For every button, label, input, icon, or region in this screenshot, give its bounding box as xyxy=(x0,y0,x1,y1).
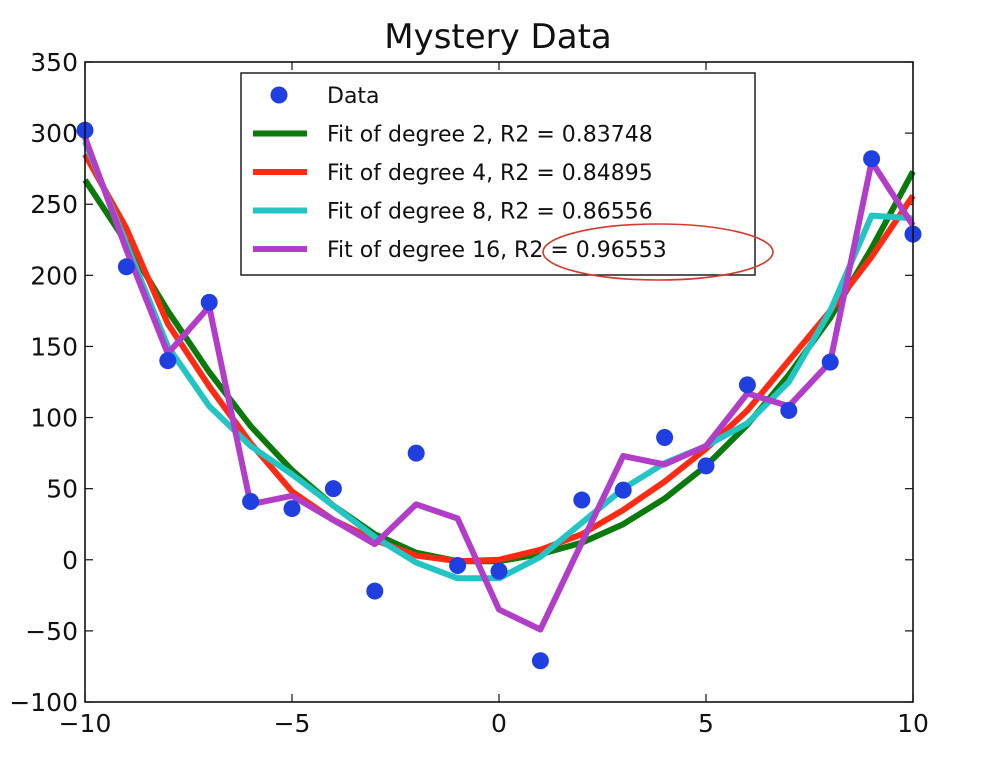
x-axis: −10 −5 0 5 10 xyxy=(59,62,929,738)
data-point xyxy=(407,444,425,462)
y-axis: −100 −50 0 50 100 150 200 250 300 350 xyxy=(9,48,913,717)
y-tick-label: 200 xyxy=(30,261,78,290)
data-point xyxy=(697,457,715,475)
data-point xyxy=(242,492,260,510)
scatter-series xyxy=(76,121,922,670)
legend-label: Data xyxy=(327,84,380,109)
data-point xyxy=(283,500,301,518)
x-tick-label: 0 xyxy=(491,709,507,738)
y-tick-label: 350 xyxy=(30,48,78,77)
legend-label: Fit of degree 8, R2 = 0.86556 xyxy=(327,200,653,225)
x-tick-label: −10 xyxy=(59,709,112,738)
highlight-ellipse xyxy=(542,223,774,281)
chart-title: Mystery Data xyxy=(384,17,612,57)
y-tick-label: −50 xyxy=(25,617,78,646)
legend: Data Fit of degree 2, R2 = 0.83748 Fit of … xyxy=(240,72,756,276)
plot-frame xyxy=(84,61,914,703)
y-tick-label: 300 xyxy=(30,119,78,148)
data-point xyxy=(159,352,177,370)
data-point xyxy=(200,293,218,311)
y-tick-label: 50 xyxy=(46,475,78,504)
legend-marker-data xyxy=(270,86,288,104)
data-point xyxy=(366,582,384,600)
x-tick-label: −5 xyxy=(274,709,311,738)
legend-label: Fit of degree 2, R2 = 0.83748 xyxy=(327,123,653,148)
data-point xyxy=(780,401,798,419)
y-tick-label: −100 xyxy=(9,688,78,717)
x-tick-label: 5 xyxy=(698,709,714,738)
fit-line-3 xyxy=(82,136,916,633)
data-point xyxy=(821,353,839,371)
x-tick-label: 10 xyxy=(897,709,929,738)
data-point xyxy=(490,562,508,580)
data-point xyxy=(738,376,756,394)
data-point xyxy=(573,491,591,509)
data-point xyxy=(656,428,674,446)
fit-lines xyxy=(82,136,916,633)
y-tick-label: 150 xyxy=(30,332,78,361)
data-point xyxy=(863,150,881,168)
data-point xyxy=(117,258,135,276)
data-point xyxy=(614,481,632,499)
legend-box xyxy=(240,72,756,276)
legend-label: Fit of degree 16, R2 = 0.96553 xyxy=(327,238,667,263)
data-point xyxy=(449,556,467,574)
y-tick-label: 100 xyxy=(30,404,78,433)
data-point xyxy=(324,480,342,498)
legend-label: Fit of degree 4, R2 = 0.84895 xyxy=(327,161,653,186)
fit-line-1 xyxy=(82,152,916,565)
data-point xyxy=(531,652,549,670)
y-tick-label: 0 xyxy=(62,546,78,575)
y-tick-label: 250 xyxy=(30,190,78,219)
